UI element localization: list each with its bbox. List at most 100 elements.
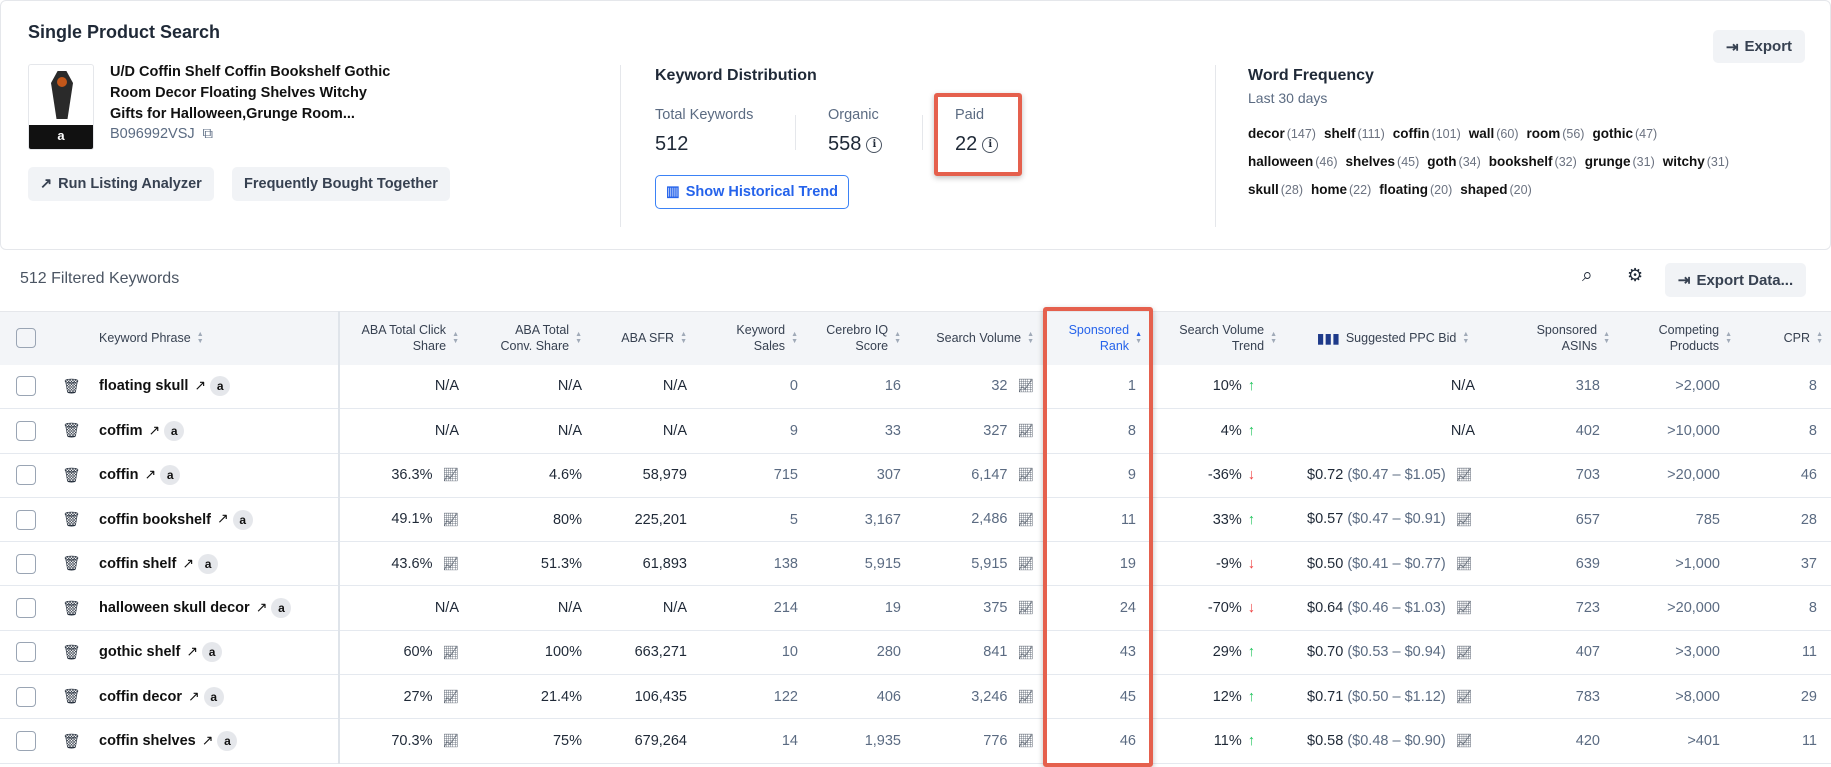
export-button[interactable]: ⇥ Export [1713,30,1805,63]
info-icon[interactable]: i [982,136,999,153]
row-checkbox-cell[interactable] [0,408,52,454]
external-link-icon[interactable]: ↗ [182,554,195,571]
row-checkbox[interactable] [16,465,36,486]
row-checkbox[interactable] [16,420,36,441]
sort-icon[interactable]: ▲ ▼ [575,331,582,346]
row-checkbox[interactable] [16,509,36,530]
sort-icon[interactable]: ▲ ▼ [196,331,204,346]
row-checkbox[interactable] [16,686,36,707]
amazon-icon[interactable]: a [217,731,238,752]
trend-chart-icon[interactable]: 📈︎ [1017,555,1034,571]
run-listing-analyzer-button[interactable]: ↗ Run Listing Analyzer [28,167,214,201]
amazon-icon[interactable]: a [232,509,253,530]
trend-chart-icon[interactable]: 📈︎ [1017,378,1034,394]
column-header-bid[interactable]: ▮▮▮ Suggested PPC Bid ▲ ▼ [1285,311,1501,365]
column-header-iq[interactable]: Cerebro IQ Score ▲ ▼ [806,311,909,365]
trash-icon[interactable]: 🗑︎ [52,630,91,676]
trend-chart-icon[interactable]: 📈︎ [442,733,459,749]
row-checkbox-cell[interactable] [0,541,52,587]
sort-icon[interactable]: ▲ ▼ [1027,331,1034,346]
column-header-volume[interactable]: Search Volume ▲ ▼ [909,311,1042,365]
select-all-checkbox-cell[interactable] [0,311,52,365]
trend-chart-icon[interactable]: 📈︎ [1017,688,1034,704]
trend-chart-icon[interactable]: 📈︎ [1017,733,1034,749]
external-link-icon[interactable]: ↗ [216,510,229,527]
product-image[interactable]: a [28,64,94,150]
row-checkbox-cell[interactable] [0,364,52,410]
trend-chart-icon[interactable]: 📈︎ [442,467,459,483]
external-link-icon[interactable]: ↗ [255,598,268,615]
trend-chart-icon[interactable]: 📈︎ [1455,688,1473,704]
amazon-icon[interactable]: a [210,376,231,397]
amazon-icon[interactable]: a [203,686,224,707]
column-header-competing[interactable]: Competing Products ▲ ▼ [1618,311,1740,365]
sort-icon[interactable]: ▲ ▼ [1270,331,1277,346]
sort-icon[interactable]: ▲ ▼ [791,331,798,346]
trend-chart-icon[interactable]: 📈︎ [442,688,459,704]
trash-icon[interactable]: 🗑︎ [52,585,91,631]
amazon-icon[interactable]: a [160,465,181,486]
show-historical-trend-button[interactable]: ▥ Show Historical Trend [655,175,849,209]
row-checkbox[interactable] [16,376,36,397]
amazon-icon[interactable]: a [164,420,185,441]
sort-icon[interactable]: ▲ ▼ [894,331,901,346]
trash-icon[interactable]: 🗑︎ [52,364,91,410]
trash-icon[interactable]: 🗑︎ [52,718,91,764]
trend-chart-icon[interactable]: 📈︎ [442,511,459,527]
column-header-sales[interactable]: Keyword Sales ▲ ▼ [695,311,806,365]
external-link-icon[interactable]: ↗ [148,421,161,438]
row-checkbox-cell[interactable] [0,674,52,720]
external-link-icon[interactable]: ↗ [201,731,214,748]
trend-chart-icon[interactable]: 📈︎ [1017,423,1034,439]
trend-chart-icon[interactable]: 📈︎ [1017,467,1034,483]
column-header-sfr[interactable]: ABA SFR ▲ ▼ [590,311,695,365]
trash-icon[interactable]: 🗑︎ [52,453,91,498]
amazon-icon[interactable]: a [271,598,292,619]
column-header-trend[interactable]: Search Volume Trend ▲ ▼ [1150,311,1285,365]
column-header-cpr[interactable]: CPR ▲ ▼ [1740,311,1831,365]
row-checkbox-cell[interactable] [0,718,52,764]
frequently-bought-together-button[interactable]: Frequently Bought Together [232,167,450,201]
row-checkbox[interactable] [16,731,36,752]
column-header-asins[interactable]: Sponsored ASINs ▲ ▼ [1501,311,1618,365]
info-icon[interactable]: i [866,136,883,153]
export-data-button[interactable]: ⇥ Export Data... [1665,263,1806,297]
row-checkbox[interactable] [16,598,36,619]
row-checkbox-cell[interactable] [0,497,52,543]
row-checkbox-cell[interactable] [0,630,52,676]
row-checkbox-cell[interactable] [0,585,52,631]
column-header-click-share[interactable]: ABA Total Click Share ▲ ▼ [339,311,467,365]
sort-icon[interactable]: ▲ ▼ [1816,331,1823,346]
row-checkbox-cell[interactable] [0,453,52,498]
trend-chart-icon[interactable]: 📈︎ [1017,511,1034,527]
column-header-keyword[interactable]: Keyword Phrase ▲ ▼ [91,311,340,365]
trash-icon[interactable]: 🗑︎ [52,674,91,720]
sort-icon[interactable]: ▲ ▼ [1725,331,1732,346]
search-icon[interactable]: ⌕ [1582,265,1593,286]
trend-chart-icon[interactable]: 📈︎ [1017,600,1034,616]
sort-icon[interactable]: ▲ ▼ [452,331,459,346]
external-link-icon[interactable]: ↗ [187,687,200,704]
sort-icon[interactable]: ▲ ▼ [1603,331,1610,346]
external-link-icon[interactable]: ↗ [144,466,157,483]
amazon-icon[interactable]: a [202,642,223,663]
column-header-conv-share[interactable]: ABA Total Conv. Share ▲ ▼ [467,311,590,365]
trash-icon[interactable]: 🗑︎ [52,408,91,454]
sort-icon[interactable]: ▲ ▼ [1462,330,1470,345]
trend-chart-icon[interactable]: 📈︎ [442,644,459,660]
trend-chart-icon[interactable]: 📈︎ [1455,644,1473,660]
gear-icon[interactable]: ⚙ [1627,265,1644,285]
external-link-icon[interactable]: ↗ [186,643,199,660]
external-link-icon[interactable]: ↗ [194,377,207,394]
trend-chart-icon[interactable]: 📈︎ [1455,467,1473,483]
trend-chart-icon[interactable]: 📈︎ [1455,511,1473,527]
trend-chart-icon[interactable]: 📈︎ [1455,555,1473,571]
amazon-icon[interactable]: a [198,553,219,574]
row-checkbox[interactable] [16,642,36,663]
trend-chart-icon[interactable]: 📈︎ [1455,733,1473,749]
sort-icon[interactable]: ▲ ▼ [680,331,687,346]
trend-chart-icon[interactable]: 📈︎ [1017,644,1034,660]
trash-icon[interactable]: 🗑︎ [52,541,91,587]
copy-icon[interactable]: ⧉ [202,126,214,142]
trend-chart-icon[interactable]: 📈︎ [442,555,459,571]
